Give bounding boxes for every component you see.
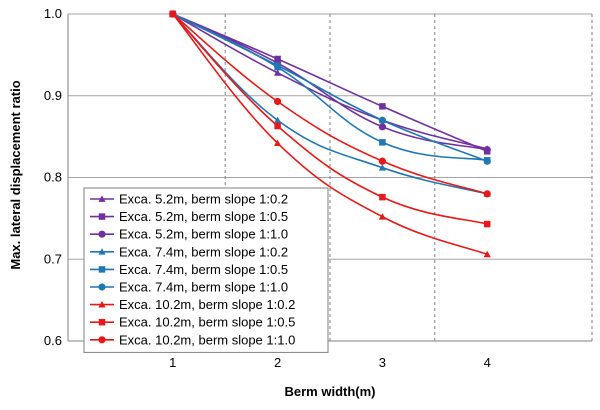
data-point (98, 318, 106, 326)
data-point (378, 213, 386, 220)
data-point (98, 230, 106, 238)
data-point (378, 116, 386, 124)
series-layer (169, 10, 491, 258)
data-point (274, 122, 281, 130)
data-point (169, 10, 177, 18)
data-point (98, 266, 106, 273)
y-tick-label: 0.8 (44, 170, 62, 185)
data-point (483, 220, 491, 228)
legend-label: Exca. 5.2m, berm slope 1:0.2 (119, 192, 288, 207)
legend: Exca. 5.2m, berm slope 1:0.2 Exca. 5.2m, … (83, 187, 329, 353)
legend-label: Exca. 7.4m, berm slope 1:1.0 (119, 280, 288, 295)
data-point (98, 283, 106, 291)
y-tick-label: 0.7 (44, 251, 62, 266)
legend-item: Exca. 7.4m, berm slope 1:0.5 (90, 262, 288, 277)
data-point (378, 164, 386, 171)
legend-item: Exca. 5.2m, berm slope 1:1.0 (90, 227, 288, 242)
x-tick-label: 1 (169, 355, 176, 370)
data-point (483, 190, 491, 198)
legend-label: Exca. 5.2m, berm slope 1:0.5 (119, 209, 288, 224)
x-tick-label: 2 (274, 355, 281, 370)
x-tick-label: 3 (379, 355, 386, 370)
data-point (98, 336, 106, 344)
x-axis-title: Berm width(m) (285, 384, 376, 399)
data-point (379, 193, 386, 201)
data-point (98, 248, 106, 255)
data-point (379, 139, 386, 146)
series-line (172, 13, 488, 195)
legend-item: Exca. 7.4m, berm slope 1:1.0 (90, 280, 288, 295)
x-tick-label: 4 (484, 355, 491, 370)
legend-item: Exca. 5.2m, berm slope 1:0.5 (90, 209, 288, 224)
series-8 (169, 10, 491, 198)
y-tick-label: 1.0 (44, 6, 62, 21)
series-line (172, 13, 488, 150)
legend-label: Exca. 7.4m, berm slope 1:0.5 (119, 262, 288, 277)
data-point (274, 116, 282, 124)
data-point (274, 69, 282, 76)
data-point (274, 61, 282, 70)
y-axis-title: Max. lateral displacement ratio (8, 80, 23, 269)
data-point (483, 146, 491, 154)
series-line (172, 13, 488, 162)
data-point (98, 213, 106, 220)
data-point (378, 123, 386, 131)
data-point (98, 301, 106, 308)
data-point (483, 250, 491, 258)
legend-item: Exca. 5.2m, berm slope 1:0.2 (90, 192, 288, 207)
data-point (378, 157, 386, 165)
data-point (274, 55, 281, 63)
legend-label: Exca. 10.2m, berm slope 1:1.0 (119, 332, 295, 347)
data-point (98, 195, 106, 202)
series-line (172, 13, 488, 256)
y-tick-label: 0.9 (44, 88, 62, 103)
data-point (379, 103, 386, 110)
legend-label: Exca. 5.2m, berm slope 1:1.0 (119, 227, 288, 242)
legend-label: Exca. 7.4m, berm slope 1:0.2 (119, 244, 288, 259)
legend-label: Exca. 10.2m, berm slope 1:0.2 (119, 297, 295, 312)
series-line (172, 13, 488, 151)
legend-box (83, 187, 329, 353)
data-point (274, 139, 282, 147)
y-tick-label: 0.6 (44, 333, 62, 348)
legend-item: Exca. 10.2m, berm slope 1:1.0 (90, 332, 295, 347)
data-point (274, 97, 282, 106)
legend-label: Exca. 10.2m, berm slope 1:0.5 (119, 315, 295, 330)
legend-item: Exca. 10.2m, berm slope 1:0.5 (90, 315, 295, 330)
series-line (172, 13, 488, 225)
legend-item: Exca. 7.4m, berm slope 1:0.2 (90, 244, 288, 259)
data-point (483, 157, 491, 165)
series-line (172, 13, 488, 153)
legend-item: Exca. 10.2m, berm slope 1:0.2 (90, 297, 295, 312)
